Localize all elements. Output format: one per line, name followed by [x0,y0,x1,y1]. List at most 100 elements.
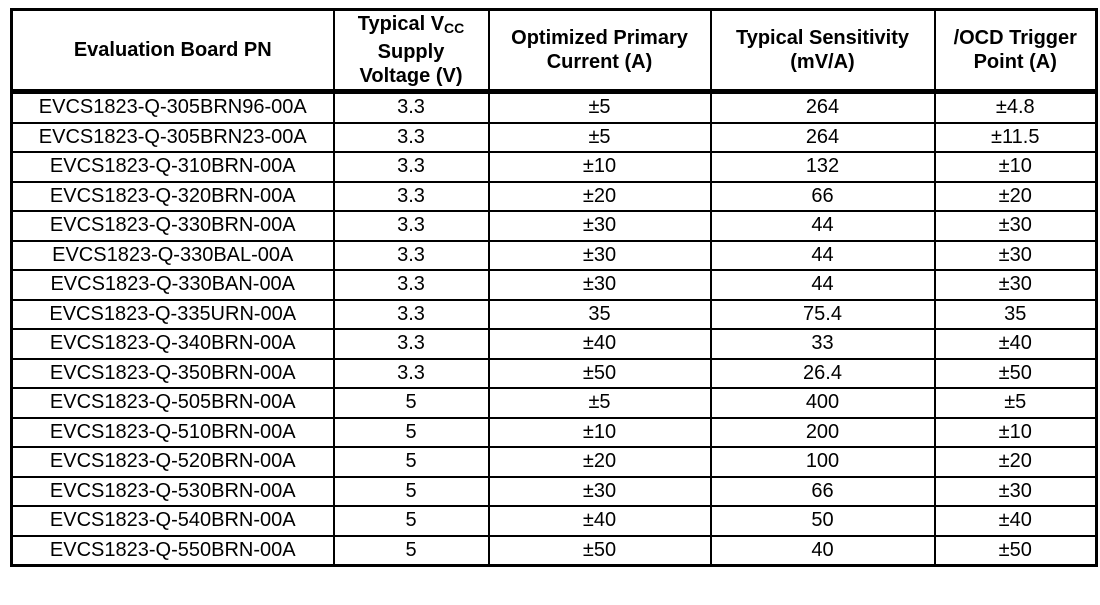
cell-board-pn: EVCS1823-Q-305BRN23-00A [10,121,335,153]
cell-ocd-trigger: 35 [933,298,1098,330]
cell-vcc-voltage: 5 [332,534,490,567]
cell-ocd-trigger: ±20 [933,446,1098,478]
cell-sensitivity: 264 [709,121,936,153]
cell-vcc-voltage: 3.3 [332,357,490,389]
cell-vcc-voltage: 3.3 [332,210,490,242]
cell-sensitivity: 66 [709,475,936,507]
cell-ocd-trigger: ±50 [933,534,1098,567]
col-header-evaluation-board-pn: Evaluation Board PN [10,8,335,94]
cell-vcc-voltage: 3.3 [332,151,490,183]
cell-primary-current: ±10 [487,416,712,448]
table-row: EVCS1823-Q-510BRN-00A 5 ±10 200 ±10 [10,416,1098,448]
cell-primary-current: ±20 [487,180,712,212]
header-label: Supply [377,41,445,63]
cell-ocd-trigger: ±30 [933,269,1098,301]
cell-ocd-trigger: ±4.8 [933,90,1098,124]
cell-ocd-trigger: ±10 [933,416,1098,448]
cell-ocd-trigger: ±20 [933,180,1098,212]
header-label: /OCD Trigger [953,27,1077,49]
header-label: Point (A) [973,51,1057,73]
cell-vcc-voltage: 3.3 [332,269,490,301]
col-header-vcc-supply-voltage: Typical VCC Supply Voltage (V) [332,8,490,94]
cell-board-pn: EVCS1823-Q-340BRN-00A [10,328,335,360]
cell-board-pn: EVCS1823-Q-510BRN-00A [10,416,335,448]
cell-sensitivity: 33 [709,328,936,360]
table-body: EVCS1823-Q-305BRN96-00A 3.3 ±5 264 ±4.8 EVCS1… [10,90,1098,567]
cell-primary-current: ±40 [487,328,712,360]
cell-sensitivity: 66 [709,180,936,212]
cell-sensitivity: 264 [709,90,936,124]
cell-board-pn: EVCS1823-Q-530BRN-00A [10,475,335,507]
cell-board-pn: EVCS1823-Q-520BRN-00A [10,446,335,478]
table-row: EVCS1823-Q-330BAN-00A 3.3 ±30 44 ±30 [10,269,1098,301]
cell-board-pn: EVCS1823-Q-350BRN-00A [10,357,335,389]
cell-primary-current: ±5 [487,121,712,153]
cell-board-pn: EVCS1823-Q-320BRN-00A [10,180,335,212]
cell-vcc-voltage: 3.3 [332,298,490,330]
cell-board-pn: EVCS1823-Q-540BRN-00A [10,505,335,537]
cell-sensitivity: 132 [709,151,936,183]
cell-primary-current: ±50 [487,357,712,389]
cell-sensitivity: 100 [709,446,936,478]
table-row: EVCS1823-Q-320BRN-00A 3.3 ±20 66 ±20 [10,180,1098,212]
table-row: EVCS1823-Q-530BRN-00A 5 ±30 66 ±30 [10,475,1098,507]
cell-sensitivity: 75.4 [709,298,936,330]
header-row: Evaluation Board PN Typical VCC Supply V… [10,8,1098,94]
table-row: EVCS1823-Q-305BRN23-00A 3.3 ±5 264 ±11.5 [10,121,1098,153]
header-label: (mV/A) [790,51,855,73]
cell-primary-current: ±30 [487,269,712,301]
cell-primary-current: ±20 [487,446,712,478]
cell-ocd-trigger: ±50 [933,357,1098,389]
header-label: Typical Sensitivity [735,27,910,49]
cell-vcc-voltage: 5 [332,416,490,448]
col-header-typical-sensitivity: Typical Sensitivity (mV/A) [709,8,936,94]
cell-primary-current: ±30 [487,239,712,271]
cell-ocd-trigger: ±30 [933,210,1098,242]
header-label: Voltage (V) [359,65,463,87]
cell-board-pn: EVCS1823-Q-330BAL-00A [10,239,335,271]
cell-board-pn: EVCS1823-Q-505BRN-00A [10,387,335,419]
table-row: EVCS1823-Q-335URN-00A 3.3 35 75.4 35 [10,298,1098,330]
cell-primary-current: ±30 [487,210,712,242]
evaluation-board-table: Evaluation Board PN Typical VCC Supply V… [10,8,1098,567]
cell-sensitivity: 26.4 [709,357,936,389]
cell-ocd-trigger: ±30 [933,475,1098,507]
cell-sensitivity: 44 [709,269,936,301]
header-label: Typical V [357,13,445,35]
cell-sensitivity: 400 [709,387,936,419]
cell-vcc-voltage: 5 [332,475,490,507]
cell-board-pn: EVCS1823-Q-310BRN-00A [10,151,335,183]
cell-vcc-voltage: 5 [332,505,490,537]
cell-sensitivity: 44 [709,239,936,271]
cell-sensitivity: 200 [709,416,936,448]
cell-board-pn: EVCS1823-Q-550BRN-00A [10,534,335,567]
vcc-subscript: CC [444,20,465,36]
cell-board-pn: EVCS1823-Q-335URN-00A [10,298,335,330]
cell-ocd-trigger: ±5 [933,387,1098,419]
header-label: Evaluation Board PN [73,39,272,61]
cell-vcc-voltage: 3.3 [332,90,490,124]
cell-primary-current: ±10 [487,151,712,183]
cell-board-pn: EVCS1823-Q-330BRN-00A [10,210,335,242]
cell-primary-current: ±5 [487,387,712,419]
cell-vcc-voltage: 3.3 [332,121,490,153]
table-row: EVCS1823-Q-310BRN-00A 3.3 ±10 132 ±10 [10,151,1098,183]
table-row: EVCS1823-Q-340BRN-00A 3.3 ±40 33 ±40 [10,328,1098,360]
cell-primary-current: ±5 [487,90,712,124]
table-row: EVCS1823-Q-520BRN-00A 5 ±20 100 ±20 [10,446,1098,478]
table-row: EVCS1823-Q-540BRN-00A 5 ±40 50 ±40 [10,505,1098,537]
cell-sensitivity: 44 [709,210,936,242]
cell-vcc-voltage: 5 [332,446,490,478]
cell-ocd-trigger: ±30 [933,239,1098,271]
table-row: EVCS1823-Q-330BRN-00A 3.3 ±30 44 ±30 [10,210,1098,242]
cell-vcc-voltage: 5 [332,387,490,419]
cell-ocd-trigger: ±11.5 [933,121,1098,153]
table-row: EVCS1823-Q-330BAL-00A 3.3 ±30 44 ±30 [10,239,1098,271]
table-row: EVCS1823-Q-350BRN-00A 3.3 ±50 26.4 ±50 [10,357,1098,389]
cell-board-pn: EVCS1823-Q-330BAN-00A [10,269,335,301]
cell-sensitivity: 40 [709,534,936,567]
cell-ocd-trigger: ±10 [933,151,1098,183]
cell-primary-current: ±30 [487,475,712,507]
cell-sensitivity: 50 [709,505,936,537]
cell-primary-current: ±40 [487,505,712,537]
